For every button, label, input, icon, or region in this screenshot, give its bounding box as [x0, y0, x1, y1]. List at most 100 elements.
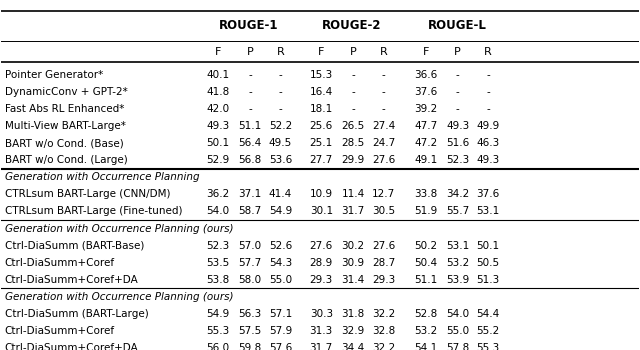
Text: 50.5: 50.5 — [477, 258, 500, 268]
Text: 50.1: 50.1 — [477, 240, 500, 251]
Text: P: P — [246, 47, 253, 57]
Text: Pointer Generator*: Pointer Generator* — [4, 70, 103, 80]
Text: R: R — [380, 47, 388, 57]
Text: 57.1: 57.1 — [269, 309, 292, 319]
Text: -: - — [248, 70, 252, 80]
Text: 30.9: 30.9 — [342, 258, 365, 268]
Text: 24.7: 24.7 — [372, 138, 396, 148]
Text: 32.8: 32.8 — [372, 326, 396, 336]
Text: 53.9: 53.9 — [446, 275, 469, 285]
Text: 47.7: 47.7 — [414, 121, 437, 131]
Text: 41.8: 41.8 — [207, 87, 230, 97]
Text: 16.4: 16.4 — [310, 87, 333, 97]
Text: 34.4: 34.4 — [342, 343, 365, 350]
Text: 52.9: 52.9 — [207, 155, 230, 165]
Text: 51.3: 51.3 — [477, 275, 500, 285]
Text: 36.2: 36.2 — [207, 189, 230, 200]
Text: 30.5: 30.5 — [372, 206, 396, 216]
Text: 53.1: 53.1 — [446, 240, 469, 251]
Text: 53.2: 53.2 — [414, 326, 437, 336]
Text: 55.0: 55.0 — [446, 326, 469, 336]
Text: 46.3: 46.3 — [477, 138, 500, 148]
Text: 49.3: 49.3 — [446, 121, 469, 131]
Text: DynamicConv + GPT-2*: DynamicConv + GPT-2* — [4, 87, 127, 97]
Text: 49.3: 49.3 — [207, 121, 230, 131]
Text: 58.0: 58.0 — [238, 275, 262, 285]
Text: 53.8: 53.8 — [207, 275, 230, 285]
Text: 30.2: 30.2 — [342, 240, 365, 251]
Text: -: - — [382, 104, 385, 114]
Text: BART w/o Cond. (Base): BART w/o Cond. (Base) — [4, 138, 124, 148]
Text: Ctrl-DiaSumm+Coref+DA: Ctrl-DiaSumm+Coref+DA — [4, 343, 138, 350]
Text: Fast Abs RL Enhanced*: Fast Abs RL Enhanced* — [4, 104, 124, 114]
Text: 56.0: 56.0 — [207, 343, 230, 350]
Text: Generation with Occurrence Planning (ours): Generation with Occurrence Planning (our… — [4, 224, 233, 233]
Text: -: - — [351, 87, 355, 97]
Text: 34.2: 34.2 — [446, 189, 469, 200]
Text: 32.2: 32.2 — [372, 309, 396, 319]
Text: 49.5: 49.5 — [269, 138, 292, 148]
Text: 52.3: 52.3 — [446, 155, 469, 165]
Text: 57.0: 57.0 — [238, 240, 262, 251]
Text: 54.1: 54.1 — [414, 343, 437, 350]
Text: R: R — [276, 47, 284, 57]
Text: 37.6: 37.6 — [414, 87, 437, 97]
Text: 26.5: 26.5 — [342, 121, 365, 131]
Text: -: - — [456, 87, 460, 97]
Text: 58.7: 58.7 — [238, 206, 262, 216]
Text: 27.6: 27.6 — [372, 240, 396, 251]
Text: F: F — [422, 47, 429, 57]
Text: 50.1: 50.1 — [207, 138, 230, 148]
Text: 49.1: 49.1 — [414, 155, 437, 165]
Text: 49.3: 49.3 — [477, 155, 500, 165]
Text: 18.1: 18.1 — [310, 104, 333, 114]
Text: 57.8: 57.8 — [446, 343, 469, 350]
Text: -: - — [278, 104, 282, 114]
Text: 27.4: 27.4 — [372, 121, 396, 131]
Text: 53.1: 53.1 — [477, 206, 500, 216]
Text: 54.3: 54.3 — [269, 258, 292, 268]
Text: 12.7: 12.7 — [372, 189, 396, 200]
Text: 57.9: 57.9 — [269, 326, 292, 336]
Text: 57.5: 57.5 — [238, 326, 262, 336]
Text: -: - — [382, 87, 385, 97]
Text: 11.4: 11.4 — [342, 189, 365, 200]
Text: 55.3: 55.3 — [207, 326, 230, 336]
Text: 30.3: 30.3 — [310, 309, 333, 319]
Text: 52.6: 52.6 — [269, 240, 292, 251]
Text: 47.2: 47.2 — [414, 138, 437, 148]
Text: 56.3: 56.3 — [238, 309, 262, 319]
Text: 53.5: 53.5 — [207, 258, 230, 268]
Text: -: - — [382, 70, 385, 80]
Text: 57.6: 57.6 — [269, 343, 292, 350]
Text: 55.7: 55.7 — [446, 206, 469, 216]
Text: 51.1: 51.1 — [238, 121, 262, 131]
Text: 31.7: 31.7 — [342, 206, 365, 216]
Text: 15.3: 15.3 — [310, 70, 333, 80]
Text: 39.2: 39.2 — [414, 104, 437, 114]
Text: Ctrl-DiaSumm (BART-Large): Ctrl-DiaSumm (BART-Large) — [4, 309, 148, 319]
Text: 54.9: 54.9 — [269, 206, 292, 216]
Text: F: F — [215, 47, 221, 57]
Text: -: - — [456, 104, 460, 114]
Text: -: - — [248, 104, 252, 114]
Text: 29.3: 29.3 — [372, 275, 396, 285]
Text: 57.7: 57.7 — [238, 258, 262, 268]
Text: ROUGE-1: ROUGE-1 — [219, 19, 278, 33]
Text: F: F — [318, 47, 324, 57]
Text: 31.7: 31.7 — [310, 343, 333, 350]
Text: 40.1: 40.1 — [207, 70, 230, 80]
Text: 42.0: 42.0 — [207, 104, 230, 114]
Text: 37.6: 37.6 — [477, 189, 500, 200]
Text: 29.3: 29.3 — [310, 275, 333, 285]
Text: 28.9: 28.9 — [310, 258, 333, 268]
Text: 32.2: 32.2 — [372, 343, 396, 350]
Text: 54.0: 54.0 — [207, 206, 230, 216]
Text: R: R — [484, 47, 492, 57]
Text: 49.9: 49.9 — [477, 121, 500, 131]
Text: -: - — [486, 104, 490, 114]
Text: 31.4: 31.4 — [342, 275, 365, 285]
Text: CTRLsum BART-Large (CNN/DM): CTRLsum BART-Large (CNN/DM) — [4, 189, 170, 200]
Text: -: - — [456, 70, 460, 80]
Text: -: - — [351, 70, 355, 80]
